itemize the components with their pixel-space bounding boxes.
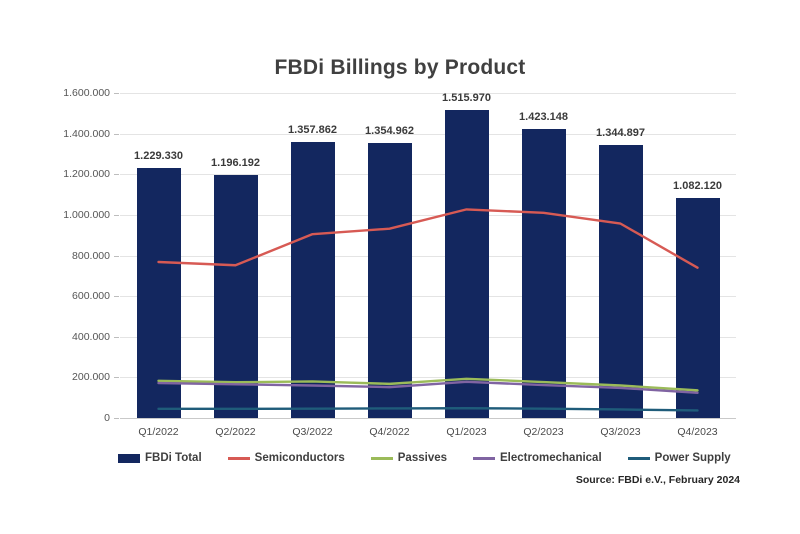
y-axis-tick-label: 1.600.000 [63,87,110,99]
legend-label: Passives [397,452,448,464]
bar[interactable] [444,110,489,418]
bar-data-label: 1.082.120 [673,180,722,193]
y-axis-tick-mark [114,255,119,257]
line-series[interactable] [157,208,699,269]
bar-data-label: 1.423.148 [519,110,568,123]
legend-item[interactable]: Electromechanical [473,452,602,464]
gridline [120,93,736,94]
bar[interactable] [367,142,412,418]
legend-label: Semiconductors [254,452,345,464]
y-axis-tick-mark [114,93,119,94]
bar-data-label: 1.344.897 [596,126,645,139]
bar[interactable] [136,168,181,418]
y-axis-tick-mark [114,418,119,419]
y-axis-tick-mark [114,214,119,216]
bar-data-label: 1.354.962 [365,124,414,137]
line-series[interactable] [157,377,699,392]
gridline [120,174,736,176]
gridline [120,377,736,379]
source-note: Source: FBDi e.V., February 2024 [575,474,740,486]
x-axis-tick-label: Q3/2022 [292,426,333,438]
legend-item[interactable]: Semiconductors [227,452,345,464]
y-axis-tick-mark [114,296,119,298]
bar[interactable] [675,198,720,418]
x-axis-tick-label: Q1/2022 [138,426,179,438]
gridline [120,214,736,216]
plot-area [114,93,736,419]
y-axis-tick-mark [114,133,119,135]
line-series[interactable] [157,407,699,412]
bar[interactable] [521,128,566,418]
y-axis-tick-label: 800.000 [72,249,110,262]
y-axis-tick-mark [114,377,119,379]
line-series-group [157,208,699,412]
bar[interactable] [598,144,643,418]
x-axis-tick-label: Q2/2022 [215,426,256,438]
legend-label: FBDi Total [145,452,202,464]
bar-data-label: 1.357.862 [288,124,337,137]
legend-line-swatch-icon [473,456,496,460]
gridline [120,133,736,135]
bar-data-label: 1.229.330 [134,150,183,163]
y-axis-tick-label: 1.400.000 [63,127,110,140]
legend-bar-swatch-icon [118,453,140,463]
y-axis-tick-label: 600.000 [72,290,110,303]
y-axis-tick-label: 0 [104,412,110,424]
y-axis-tick-label: 1.200.000 [63,168,110,181]
legend-label: Power Supply [654,452,731,464]
legend-item[interactable]: Passives [370,452,448,464]
y-axis-tick-mark [114,336,119,338]
x-axis-line [120,418,736,419]
x-axis-tick-label: Q3/2023 [600,426,641,438]
gridline [120,255,736,257]
legend-line-swatch-icon [627,456,650,460]
line-series[interactable] [157,380,699,395]
bar[interactable] [290,142,335,418]
bar[interactable] [213,175,258,418]
y-axis-tick-label: 200.000 [72,371,110,384]
y-axis-tick-label: 400.000 [72,330,110,343]
legend-line-swatch-icon [227,456,250,460]
x-axis-tick-label: Q4/2022 [369,426,410,438]
y-axis-tick-mark [114,174,119,176]
legend-item[interactable]: FBDi Total [118,452,202,464]
x-axis-tick-label: Q2/2023 [523,426,564,438]
y-axis-tick-label: 1.000.000 [63,208,110,221]
chart-legend: FBDi Total Semiconductors Passives Electrom… [118,452,731,464]
legend-line-swatch-icon [370,456,393,460]
legend-label: Electromechanical [500,452,602,464]
x-axis-tick-label: Q1/2023 [446,426,487,438]
legend-item[interactable]: Power Supply [627,452,731,464]
bar-data-label: 1.515.970 [442,92,491,105]
bar-data-label: 1.196.192 [211,157,260,170]
gridline [120,296,736,298]
gridline [120,336,736,338]
x-axis-tick-label: Q4/2023 [677,426,718,438]
chart-title: FBDi Billings by Product [274,56,526,79]
